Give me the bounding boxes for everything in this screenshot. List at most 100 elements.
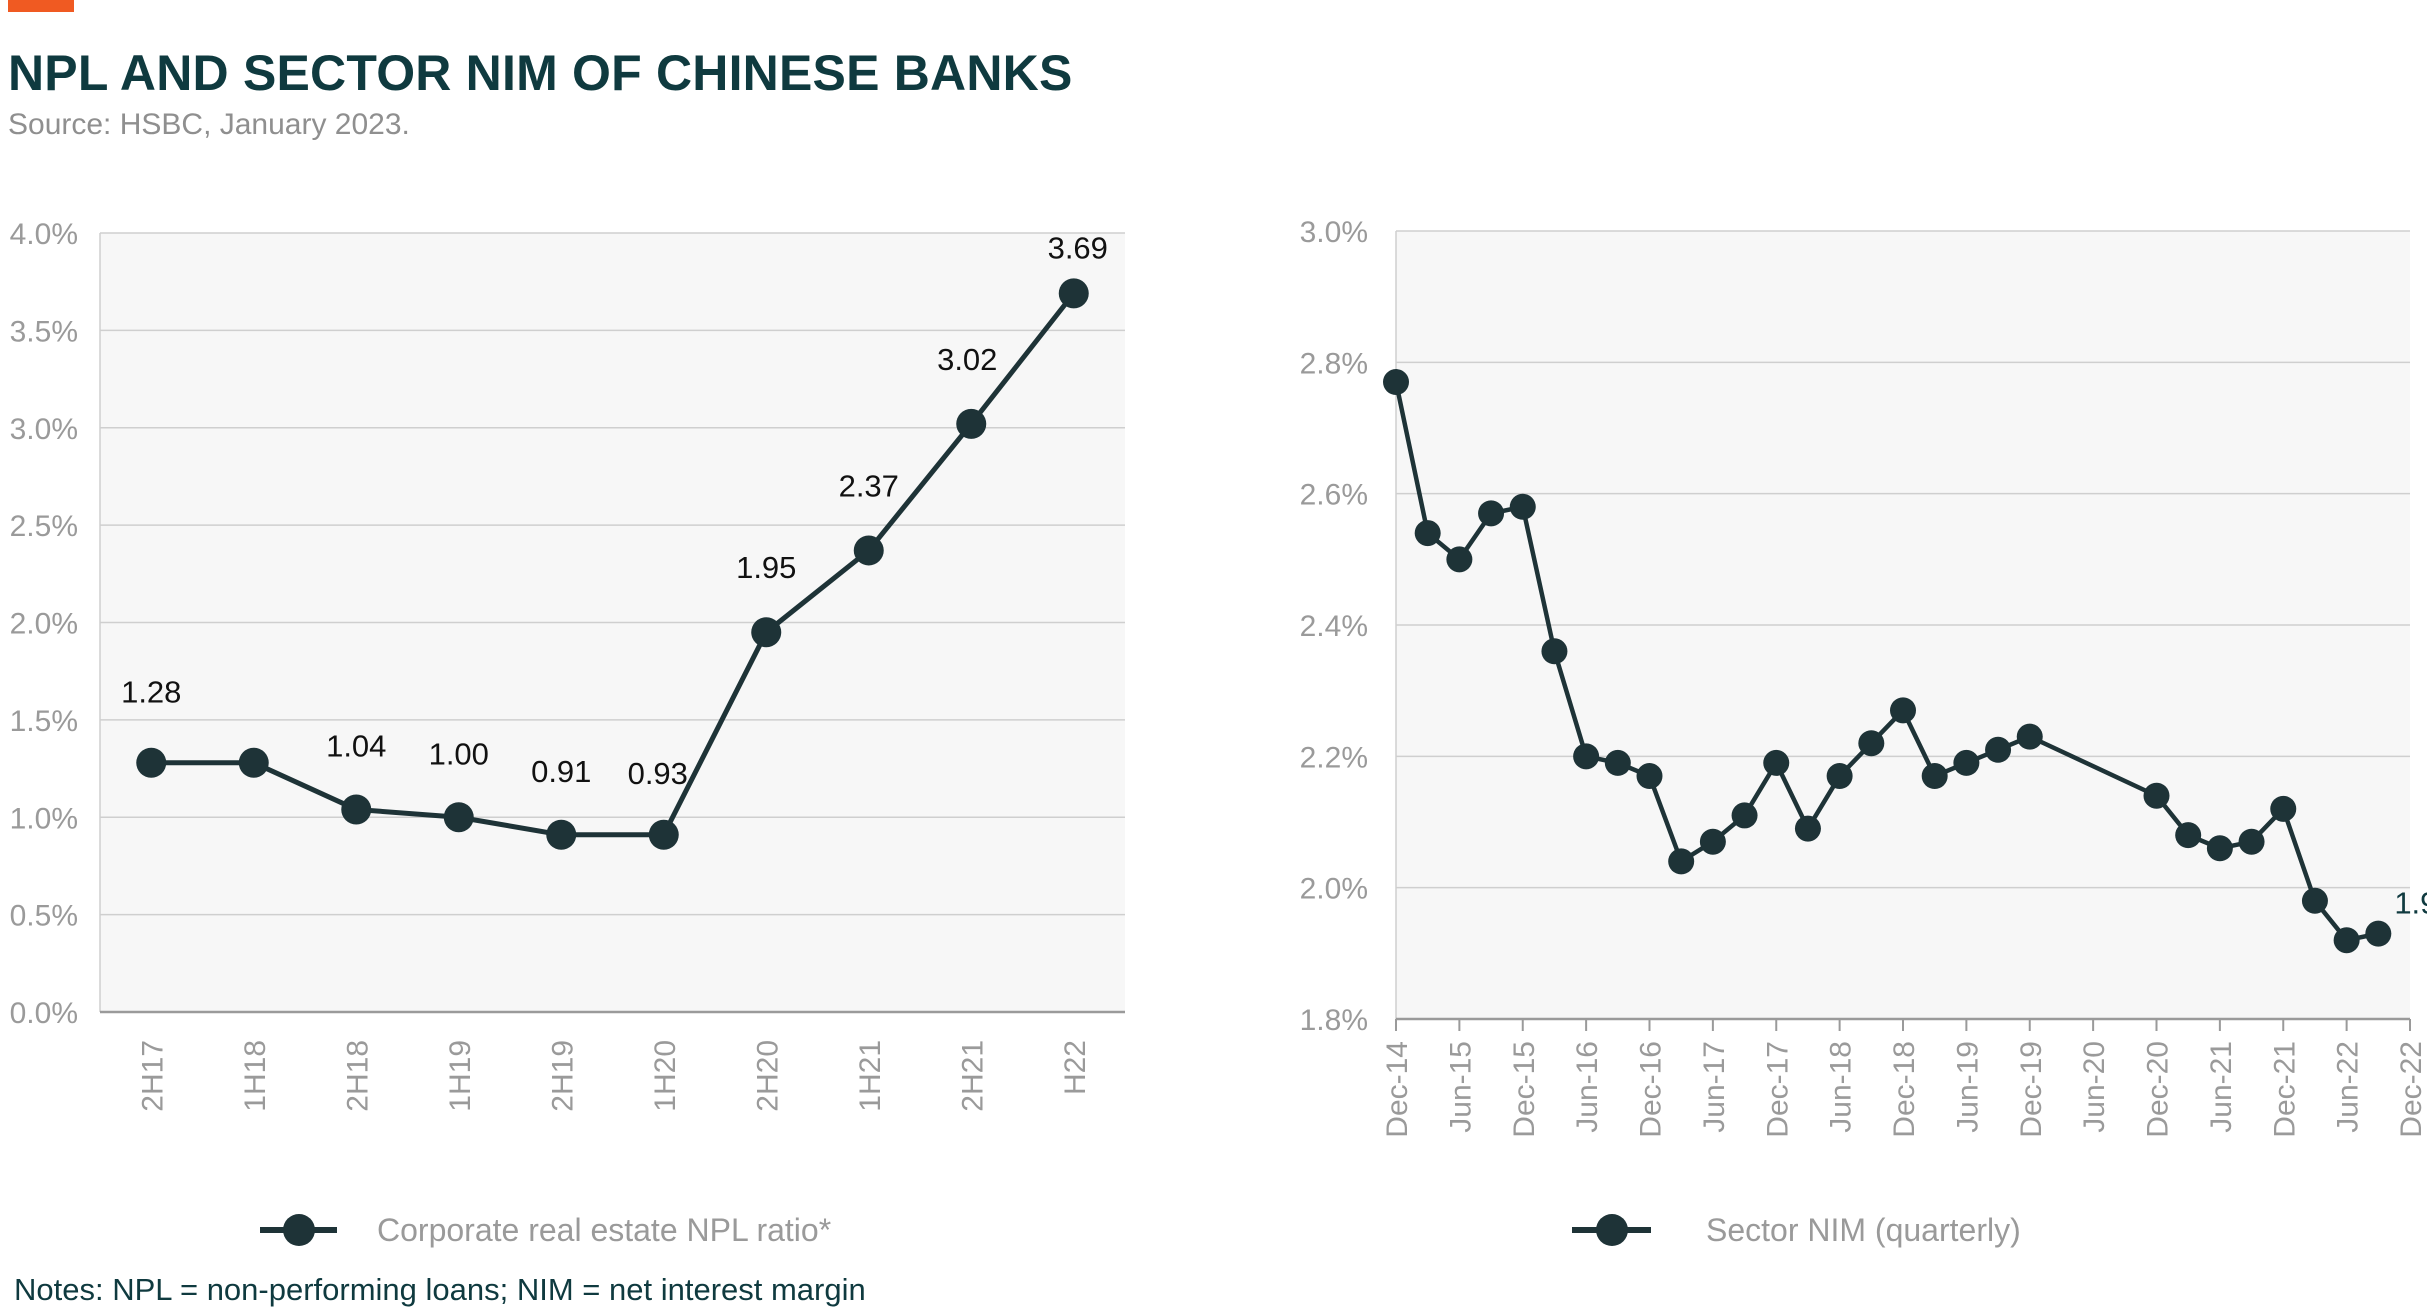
nim-data-point	[2175, 822, 2202, 849]
npl-x-tick-label: 2H21	[956, 1040, 989, 1112]
npl-y-tick-label: 3.0%	[10, 413, 78, 446]
npl-data-point	[648, 819, 679, 850]
npl-x-tick-label: 2H20	[751, 1040, 784, 1112]
nim-data-point	[1383, 369, 1409, 396]
nim-data-point	[1953, 749, 1980, 776]
nim-data-point	[2333, 927, 2360, 954]
nim-data-point	[2238, 828, 2265, 855]
nim-data-point	[1478, 500, 1505, 527]
nim-legend-marker	[1596, 1214, 1628, 1246]
nim-data-point	[1826, 763, 1853, 790]
source-line: Source: HSBC, January 2023.	[8, 108, 410, 141]
npl-data-label: 1.28	[121, 675, 181, 710]
nim-data-point	[1985, 736, 2012, 763]
nim-x-tick-label: Jun-15	[1444, 1041, 1477, 1133]
nim-data-point	[2206, 835, 2233, 862]
nim-data-point	[1446, 546, 1473, 573]
nim-data-point	[1541, 638, 1568, 665]
npl-data-label: 3.69	[1048, 230, 1108, 265]
npl-chart: 0.0% 0.5% 1.0% 1.5% 2.0% 2.5% 3.0% 3.5% 4.0% 2H17…	[10, 218, 1125, 1248]
nim-x-tick-label: Jun-17	[1698, 1041, 1731, 1133]
nim-x-tick-label: Jun-20	[2078, 1041, 2111, 1133]
nim-x-tick-label: Dec-22	[2395, 1041, 2427, 1138]
npl-y-tick-label: 0.5%	[10, 900, 78, 933]
nim-data-point	[1668, 848, 1695, 875]
nim-x-tick-label: Dec-15	[1508, 1041, 1541, 1138]
npl-y-tick-label: 3.5%	[10, 315, 78, 348]
nim-data-point	[1921, 763, 1948, 790]
nim-x-tick-label: Dec-20	[2142, 1041, 2175, 1138]
npl-x-tick-label: H22	[1059, 1040, 1092, 1095]
nim-x-tick-label: Jun-22	[2332, 1041, 2365, 1133]
page-title: NPL AND SECTOR NIM OF CHINESE BANKS	[8, 45, 1073, 101]
nim-x-tick-label: Jun-18	[1825, 1041, 1858, 1133]
npl-data-label: 2.37	[839, 468, 899, 503]
nim-data-point	[2270, 795, 2297, 822]
nim-y-tick-label: 2.0%	[1300, 873, 1368, 906]
nim-x-tick-label: Dec-21	[2268, 1041, 2301, 1138]
npl-data-point	[853, 535, 884, 566]
npl-data-label: 1.00	[429, 736, 489, 771]
npl-x-tick-label: 1H20	[649, 1040, 682, 1112]
npl-x-tick-label: 1H18	[239, 1040, 272, 1112]
nim-data-point	[1731, 802, 1758, 829]
nim-data-point	[1573, 743, 1600, 770]
npl-x-tick-label: 1H21	[854, 1040, 887, 1112]
nim-data-point	[1604, 749, 1631, 776]
nim-x-tick-label: Jun-16	[1571, 1041, 1604, 1133]
npl-data-point	[443, 802, 474, 833]
npl-data-point	[956, 408, 987, 439]
nim-x-tick-label: Dec-18	[1888, 1041, 1921, 1138]
nim-y-tick-label: 1.8%	[1300, 1004, 1368, 1037]
nim-x-tick-label: Dec-17	[1761, 1041, 1794, 1138]
nim-data-point	[1509, 493, 1536, 520]
nim-data-label: 1.93	[2394, 886, 2427, 921]
npl-x-tick-label: 2H19	[546, 1040, 579, 1112]
npl-data-point	[341, 794, 372, 825]
nim-x-tick-label: Jun-21	[2205, 1041, 2238, 1133]
npl-y-tick-label: 0.0%	[10, 997, 78, 1030]
nim-y-tick-label: 2.2%	[1300, 741, 1368, 774]
npl-y-tick-label: 4.0%	[10, 218, 78, 251]
npl-data-label: 3.02	[937, 342, 997, 377]
accent-bar	[8, 0, 74, 12]
npl-series-line	[151, 291, 1076, 838]
nim-data-point	[1794, 815, 1821, 842]
npl-data-point	[238, 747, 269, 778]
npl-x-tick-label: 1H19	[444, 1040, 477, 1112]
npl-legend-label: Corporate real estate NPL ratio*	[377, 1212, 831, 1248]
nim-y-tick-label: 2.8%	[1300, 347, 1368, 380]
nim-chart: 1.8% 2.0% 2.2% 2.4% 2.6% 2.8% 3.0% Dec-14 Jun-15…	[1300, 216, 2427, 1248]
nim-data-point	[2301, 887, 2328, 914]
nim-data-point	[1414, 520, 1441, 547]
nim-data-point	[2365, 920, 2392, 947]
npl-y-tick-label: 2.0%	[10, 608, 78, 641]
notes-line: Notes: NPL = non-performing loans; NIM =…	[14, 1272, 866, 1307]
nim-data-point	[1636, 763, 1663, 790]
npl-x-tick-label: 2H17	[136, 1040, 169, 1112]
npl-data-point	[1058, 278, 1089, 309]
npl-data-point	[546, 819, 577, 850]
nim-x-tick-label: Dec-16	[1635, 1041, 1668, 1138]
npl-data-point	[136, 747, 167, 778]
nim-x-tick-label: Dec-14	[1381, 1041, 1414, 1138]
nim-y-tick-label: 3.0%	[1300, 216, 1368, 249]
npl-y-tick-label: 1.5%	[10, 705, 78, 738]
npl-data-label: 0.91	[531, 754, 591, 789]
nim-data-point	[1763, 749, 1790, 776]
npl-data-point	[751, 617, 782, 648]
nim-data-point	[1858, 730, 1885, 757]
nim-x-tick-label: Dec-19	[2015, 1041, 2048, 1138]
npl-data-label: 1.95	[736, 550, 796, 585]
nim-x-tick-label: Jun-19	[1951, 1041, 1984, 1133]
npl-data-label: 0.93	[628, 756, 688, 791]
nim-legend-label: Sector NIM (quarterly)	[1706, 1212, 2021, 1248]
nim-data-point	[1890, 697, 1916, 724]
nim-y-tick-label: 2.4%	[1300, 610, 1368, 643]
npl-y-tick-label: 2.5%	[10, 510, 78, 543]
npl-legend-marker	[283, 1214, 315, 1246]
nim-data-point	[1699, 828, 1726, 855]
nim-data-point	[2016, 723, 2043, 750]
npl-y-tick-label: 1.0%	[10, 802, 78, 835]
